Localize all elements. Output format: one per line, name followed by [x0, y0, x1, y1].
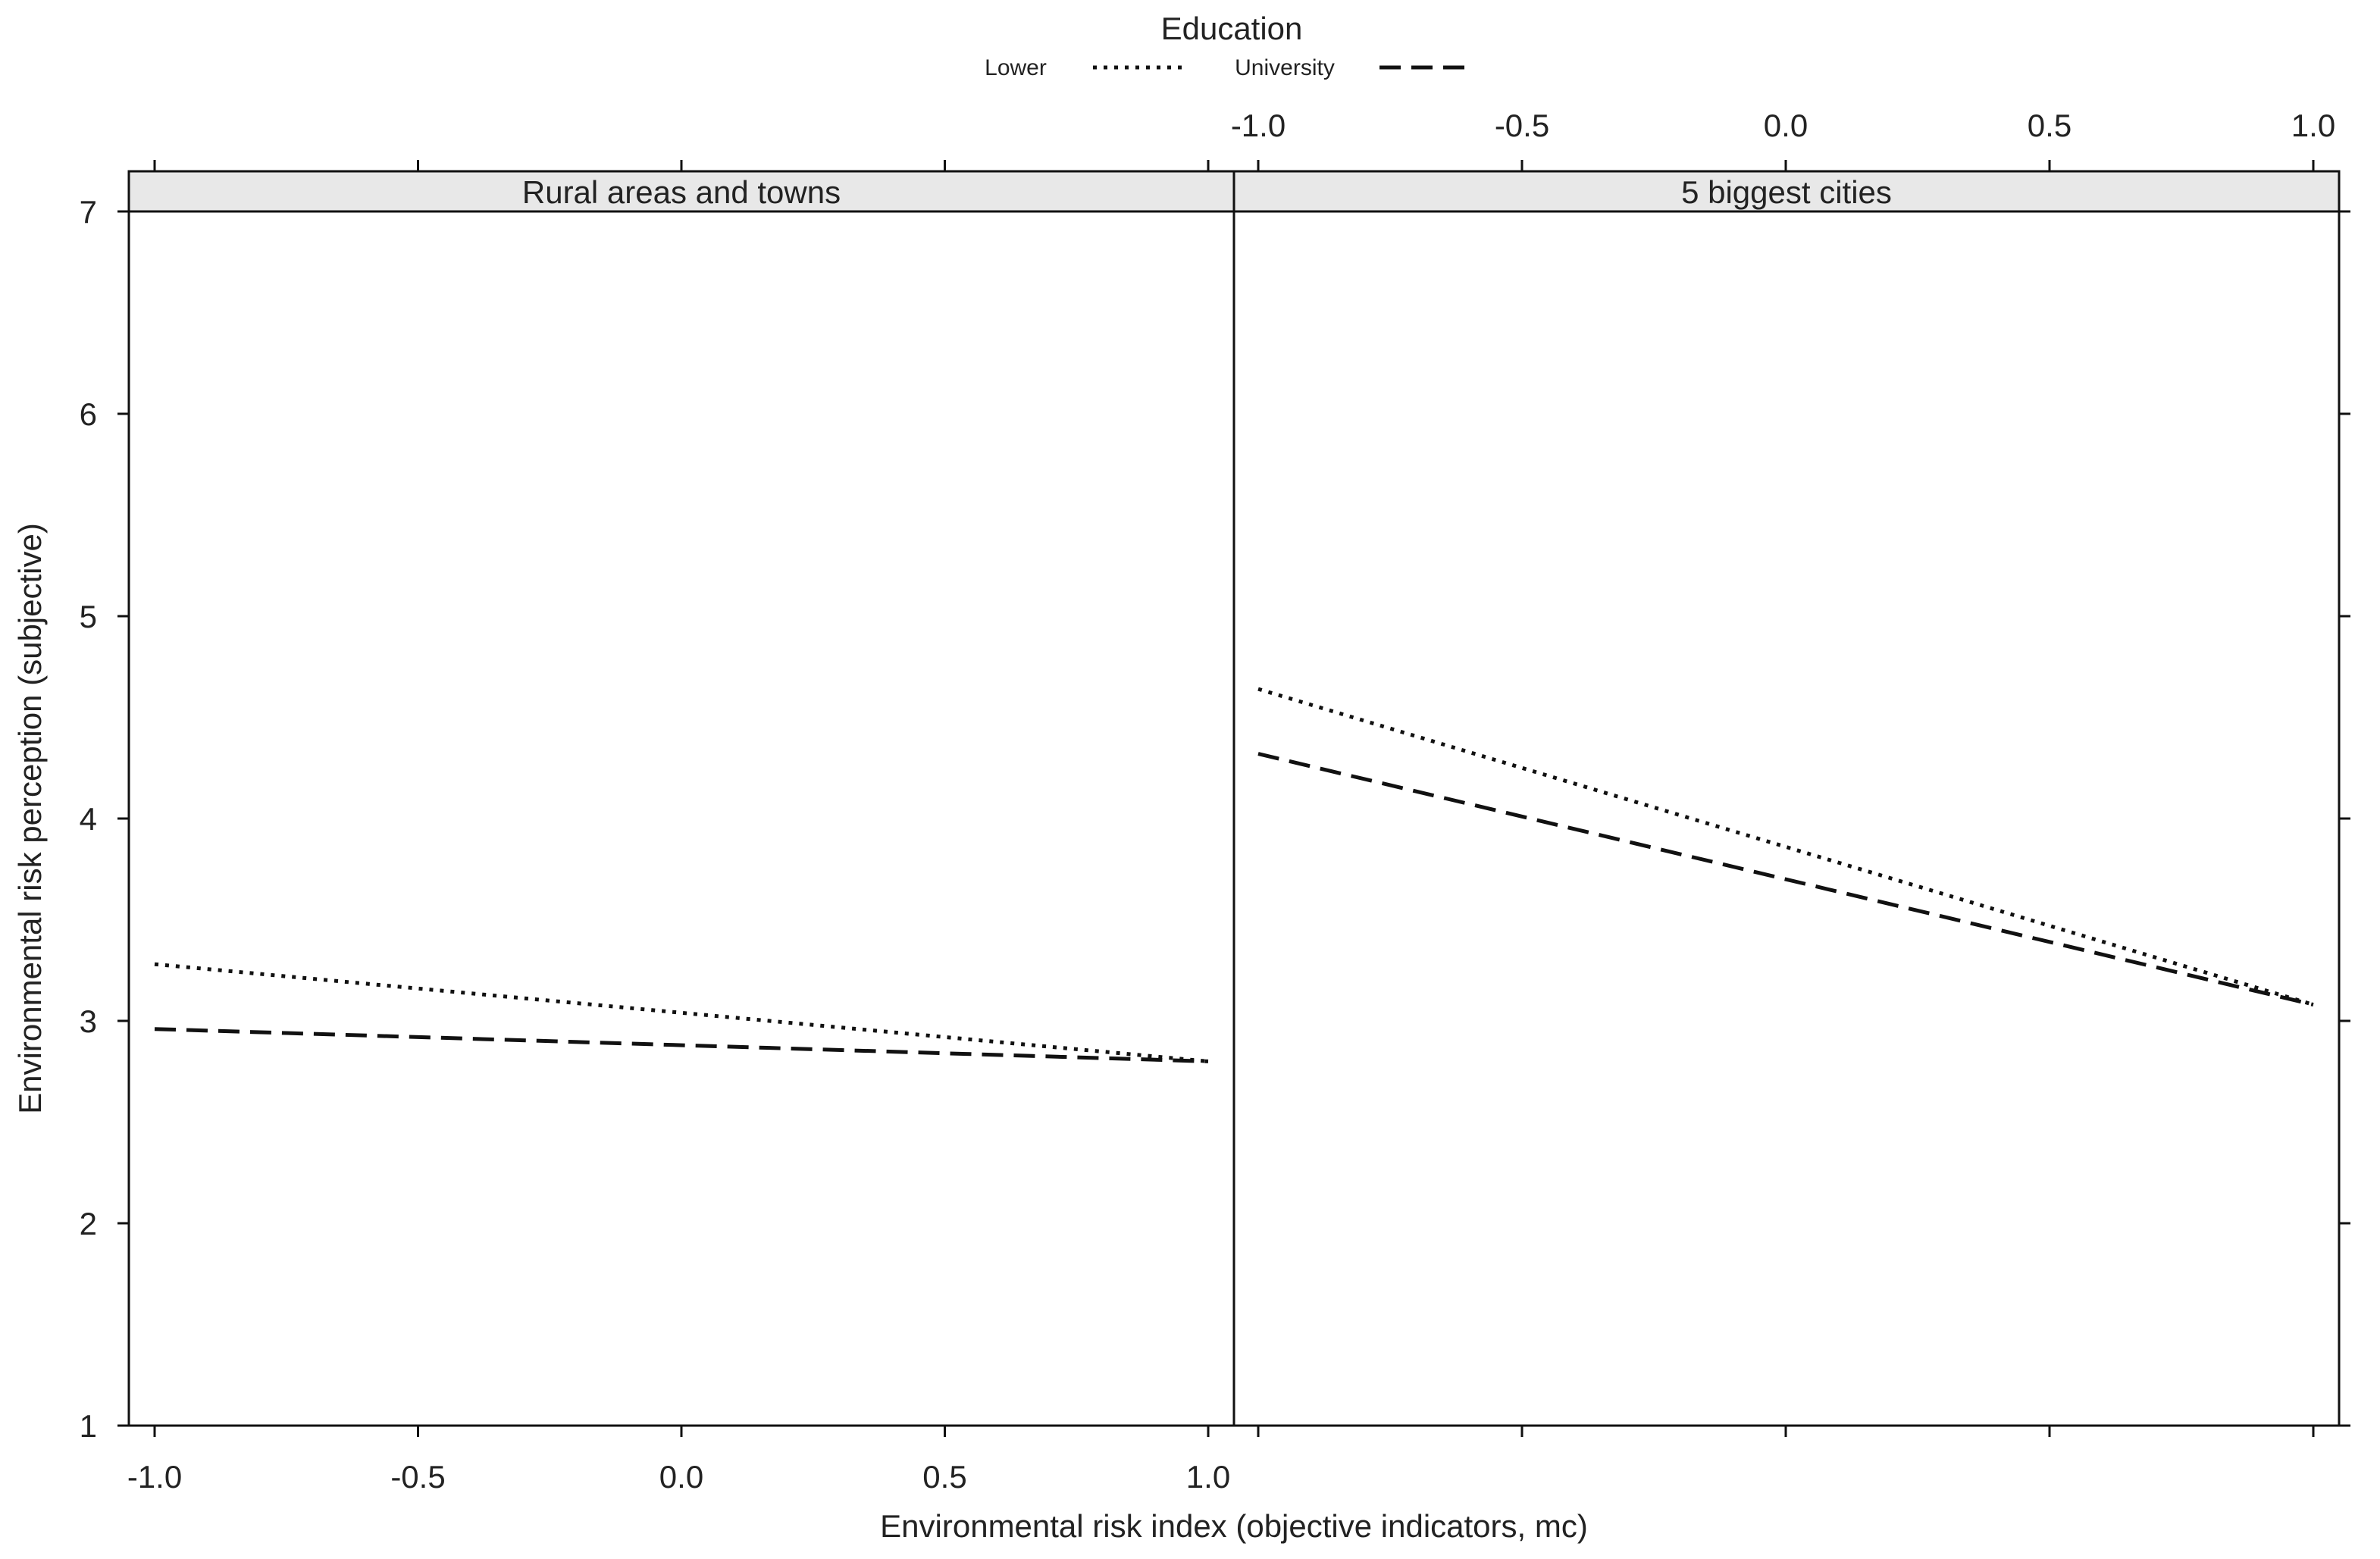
legend-label-university: University: [1235, 55, 1335, 80]
series-line-cities-lower: [1257, 687, 2314, 1006]
panel-rural: Rural areas and towns: [127, 170, 1235, 1427]
series-line-rural-lower: [154, 962, 1209, 1063]
strip-label-rural: Rural areas and towns: [522, 174, 841, 210]
series-group-cities: [1257, 687, 2314, 1007]
y-tick-label: 3: [80, 1003, 97, 1039]
x-tick-label-top: -0.5: [1495, 108, 1549, 143]
y-tick-label: 4: [80, 801, 97, 837]
x-tick-label-bottom: -1.0: [127, 1459, 182, 1495]
axes: -1.0 -0.5 0.0 0.5 1.0 -1.0 -0.5 0.0 0.5 1.0 1 2 3 4 5 6…: [80, 108, 2350, 1495]
x-tick-label-top: -1.0: [1231, 108, 1286, 143]
panel-cities: 5 biggest cities: [1232, 170, 2341, 1427]
x-tick-label-top: 0.5: [2028, 108, 2072, 143]
y-axis-title: Environmental risk perception (subjectiv…: [12, 523, 48, 1114]
series-line-cities-university: [1257, 752, 2314, 1007]
y-tick-label: 2: [80, 1206, 97, 1241]
y-tick-label: 6: [80, 396, 97, 432]
legend-label-lower: Lower: [985, 55, 1047, 80]
x-axis-title: Environmental risk index (objective indi…: [880, 1508, 1588, 1544]
legend-title: Education: [1161, 11, 1303, 46]
y-tick-label: 1: [80, 1408, 97, 1444]
x-tick-label-top: 0.0: [1764, 108, 1808, 143]
x-tick-label-bottom: -0.5: [390, 1459, 445, 1495]
x-tick-label-bottom: 0.0: [659, 1459, 703, 1495]
x-tick-label-bottom: 0.5: [922, 1459, 966, 1495]
plot-area-rural: [127, 210, 1235, 1427]
x-tick-label-top: 1.0: [2291, 108, 2335, 143]
strip-label-cities: 5 biggest cities: [1681, 174, 1892, 210]
y-tick-label: 5: [80, 599, 97, 634]
y-tick-label: 7: [80, 194, 97, 230]
legend: Education Lower University: [985, 11, 1475, 80]
series-line-rural-university: [154, 1027, 1209, 1063]
x-tick-label-bottom: 1.0: [1186, 1459, 1230, 1495]
plot-area-cities: [1232, 210, 2341, 1427]
series-group-rural: [154, 962, 1209, 1063]
